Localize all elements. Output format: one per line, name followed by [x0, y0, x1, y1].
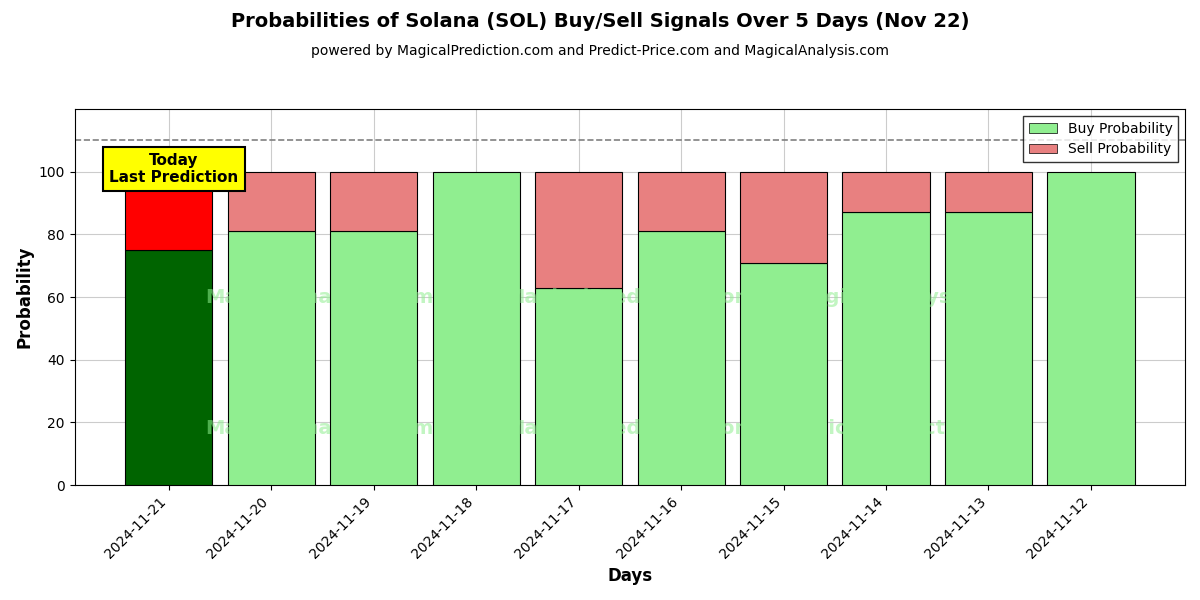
Bar [228, 172, 314, 231]
Text: MagicalAnalysis.com: MagicalAnalysis.com [205, 287, 433, 307]
Bar [228, 231, 314, 485]
Bar [1048, 172, 1134, 485]
Text: MagicalPrediction.com: MagicalPrediction.com [782, 419, 1032, 438]
Text: Probabilities of Solana (SOL) Buy/Sell Signals Over 5 Days (Nov 22): Probabilities of Solana (SOL) Buy/Sell S… [230, 12, 970, 31]
Bar [535, 172, 622, 287]
Y-axis label: Probability: Probability [16, 246, 34, 348]
Legend: Buy Probability, Sell Probability: Buy Probability, Sell Probability [1024, 116, 1178, 162]
Bar [125, 250, 212, 485]
Bar [740, 263, 827, 485]
Text: MagicalPrediction.com: MagicalPrediction.com [505, 287, 755, 307]
Bar [432, 172, 520, 485]
X-axis label: Days: Days [607, 567, 653, 585]
Text: MagicalAnalysis.com: MagicalAnalysis.com [793, 287, 1021, 307]
Bar [330, 231, 418, 485]
Bar [944, 172, 1032, 212]
Text: Today
Last Prediction: Today Last Prediction [109, 153, 239, 185]
Bar [944, 212, 1032, 485]
Bar [330, 172, 418, 231]
Bar [740, 172, 827, 263]
Bar [125, 172, 212, 250]
Text: powered by MagicalPrediction.com and Predict-Price.com and MagicalAnalysis.com: powered by MagicalPrediction.com and Pre… [311, 44, 889, 58]
Bar [637, 172, 725, 231]
Bar [535, 287, 622, 485]
Bar [842, 212, 930, 485]
Text: MagicalPrediction.com: MagicalPrediction.com [505, 419, 755, 438]
Text: MagicalAnalysis.com: MagicalAnalysis.com [205, 419, 433, 438]
Bar [842, 172, 930, 212]
Bar [637, 231, 725, 485]
